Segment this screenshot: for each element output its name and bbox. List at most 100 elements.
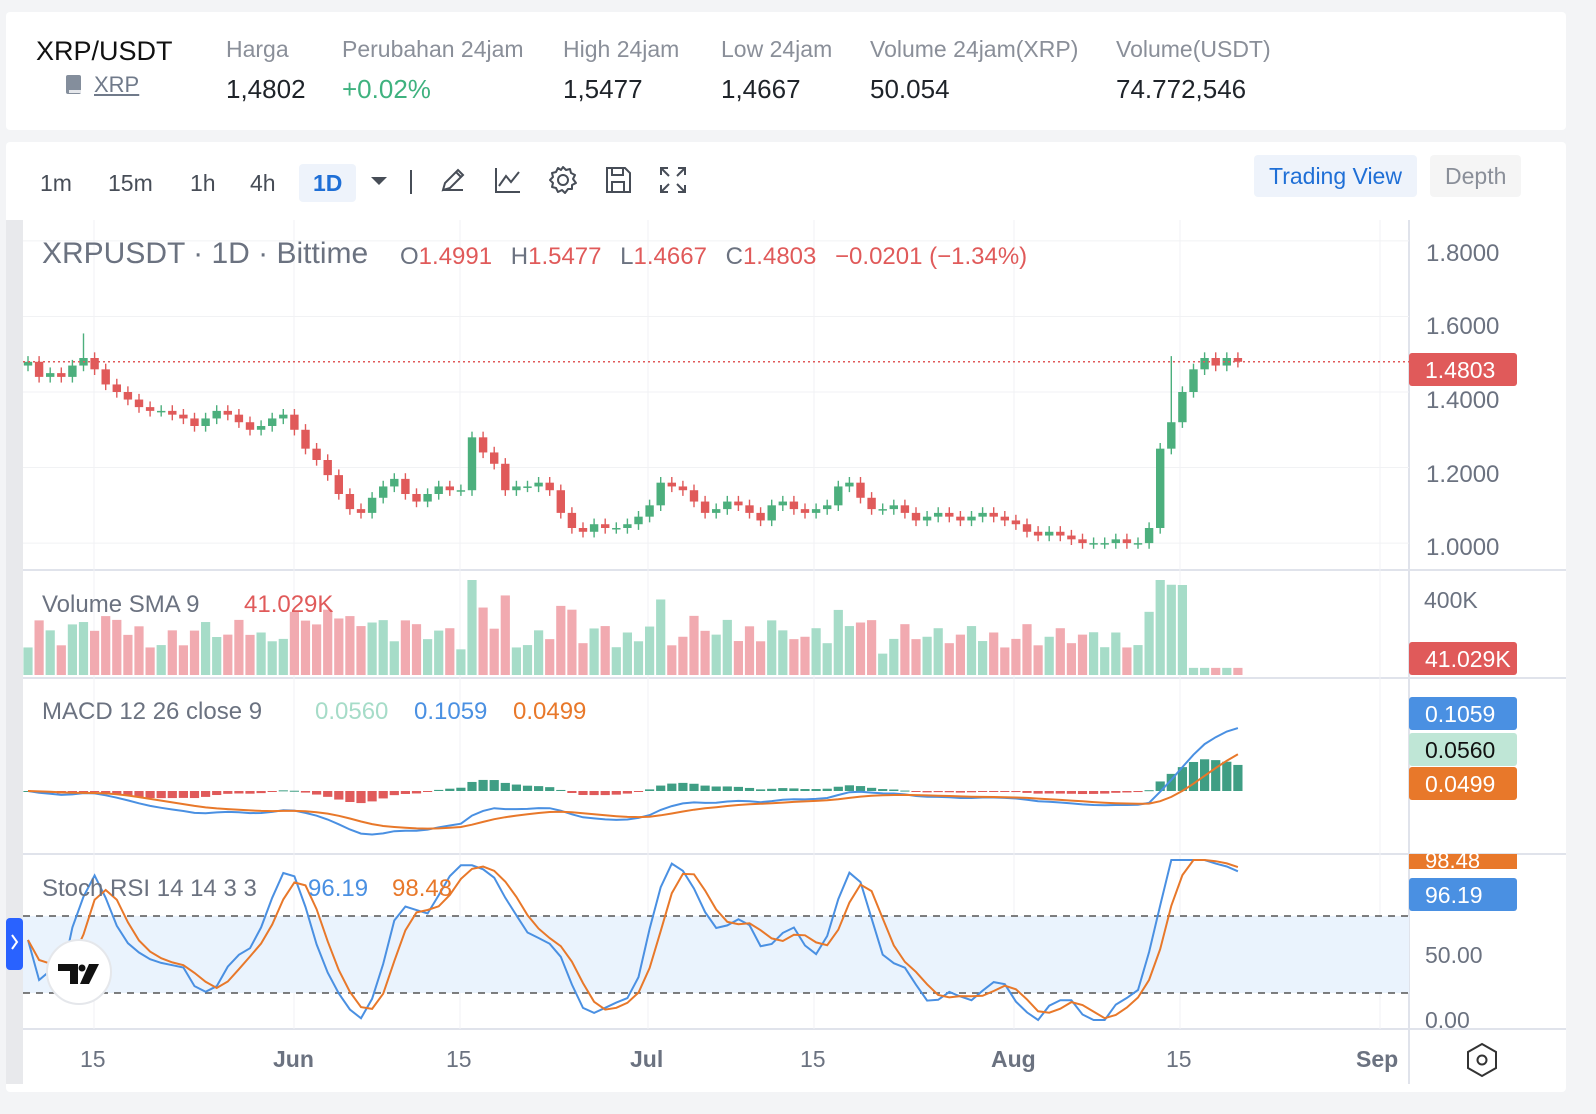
macd-hist-bar <box>267 791 277 792</box>
macd-hist-bar <box>400 791 410 794</box>
volume-bar <box>300 620 311 675</box>
volume-bar <box>1211 667 1221 675</box>
macd-hist-bar <box>656 785 666 791</box>
candle <box>57 373 66 377</box>
drawing-sidebar <box>6 220 23 1084</box>
low-label: Low 24jam <box>721 36 833 62</box>
chart-settings-icon[interactable] <box>1467 1042 1497 1078</box>
candle <box>212 410 221 419</box>
candle <box>589 524 599 532</box>
coin-link[interactable]: XRP <box>94 72 140 97</box>
candle <box>1156 448 1165 528</box>
volume-badge-label: 41.029K <box>1425 646 1511 672</box>
macd-hist-bar <box>800 789 810 791</box>
candle <box>256 426 266 430</box>
macd-hist-bar <box>944 791 954 793</box>
candle <box>512 486 521 491</box>
price-value: 1,4802 <box>226 74 306 104</box>
macd-hist-bar <box>500 782 510 791</box>
volume-bar <box>145 647 155 675</box>
candle <box>490 452 499 464</box>
market-stats-bar: XRP/USDT XRP Harga 1,4802 Perubahan 24ja… <box>6 12 1566 130</box>
trading-view-button[interactable]: Trading View <box>1254 155 1417 197</box>
timeframe-1d[interactable]: 1D <box>299 164 357 202</box>
macd-hist-bar <box>1133 791 1143 793</box>
macd-hist-badge-label: 0.0560 <box>1425 737 1495 763</box>
stoch-d-value: 98.48 <box>392 875 452 902</box>
candle <box>667 482 676 487</box>
save-icon[interactable] <box>600 162 636 198</box>
macd-hist-bar <box>567 791 577 794</box>
volume-bar <box>1000 647 1010 675</box>
macd-hist-bar <box>312 791 322 795</box>
volume-bar <box>855 622 866 675</box>
macd-hist-bar <box>134 791 144 798</box>
volume-bar <box>844 626 854 675</box>
macd-hist-bar <box>911 791 921 792</box>
macd-hist-bar <box>878 789 888 791</box>
price-tick: 1.6000 <box>1426 313 1499 340</box>
timeframe-1h[interactable]: 1h <box>190 170 216 196</box>
candle <box>356 509 366 513</box>
volume-bar <box>1233 667 1243 675</box>
indicator-icon[interactable] <box>490 162 526 198</box>
macd-hist-bar <box>789 788 799 791</box>
price-chart[interactable]: XRPUSDT · 1D · Bittime O1.4991 H1.5477 L… <box>6 142 1566 1092</box>
candle <box>157 410 166 413</box>
chevron-down-icon[interactable] <box>361 162 397 198</box>
macd-hist-bar <box>189 791 200 799</box>
macd-hist-bar <box>989 791 999 792</box>
candle <box>456 490 466 492</box>
candle <box>245 422 255 430</box>
candle <box>323 460 332 476</box>
time-axis: 15 Jun 15 Jul 15 Aug 15 Sep <box>80 1046 1398 1072</box>
macd-hist-bar <box>1233 764 1243 791</box>
volume-bar <box>423 639 433 675</box>
macd-hist-bar <box>667 783 677 791</box>
volume-bar <box>345 616 355 675</box>
volume-bar <box>400 620 410 675</box>
chart-panel: 1m 15m 1h 4h 1D Trading View Depth <box>6 142 1566 1092</box>
volume-bar <box>223 634 233 675</box>
macd-hist-bar <box>1055 791 1065 794</box>
fullscreen-icon[interactable] <box>655 162 691 198</box>
volume-bar <box>45 630 55 675</box>
timeframe-15m[interactable]: 15m <box>108 170 153 196</box>
candle <box>279 414 288 419</box>
timeframe-1m[interactable]: 1m <box>40 170 72 196</box>
volume-bar <box>978 641 988 675</box>
candle <box>823 505 832 510</box>
candle <box>1111 539 1120 544</box>
candle <box>445 486 454 491</box>
gear-icon[interactable] <box>545 162 581 198</box>
volume-bar <box>1044 636 1054 675</box>
change-value: +0.02% <box>342 74 431 104</box>
macd-hist-bar <box>1044 791 1054 794</box>
candle <box>700 501 710 513</box>
candle <box>601 524 610 528</box>
macd-hist-bar <box>511 784 521 791</box>
macd-hist-bar <box>1011 791 1021 793</box>
close-value: 1.4803 <box>743 243 816 270</box>
pencil-icon[interactable] <box>435 162 471 198</box>
stoch-k-badge-label: 96.19 <box>1425 882 1483 908</box>
candle <box>467 437 477 491</box>
macd-hist-bar <box>844 785 854 791</box>
depth-button[interactable]: Depth <box>1430 155 1522 197</box>
volume-bar <box>689 615 699 675</box>
candle <box>800 509 810 513</box>
volume-bar <box>434 630 444 675</box>
macd-hist-bar <box>178 791 188 798</box>
macd-hist-bar <box>689 783 699 791</box>
volume-bar <box>478 607 488 675</box>
change-value: −0.0201 (−1.34%) <box>835 243 1027 270</box>
macd-histogram <box>23 759 1243 804</box>
candle <box>190 418 199 426</box>
candle <box>756 512 765 521</box>
candle <box>301 429 310 449</box>
price-tick: 1.4000 <box>1426 387 1499 414</box>
volume-bar <box>511 647 521 675</box>
timeframe-4h[interactable]: 4h <box>250 170 276 196</box>
volume-bar <box>267 641 277 675</box>
volume-bar <box>534 630 544 675</box>
